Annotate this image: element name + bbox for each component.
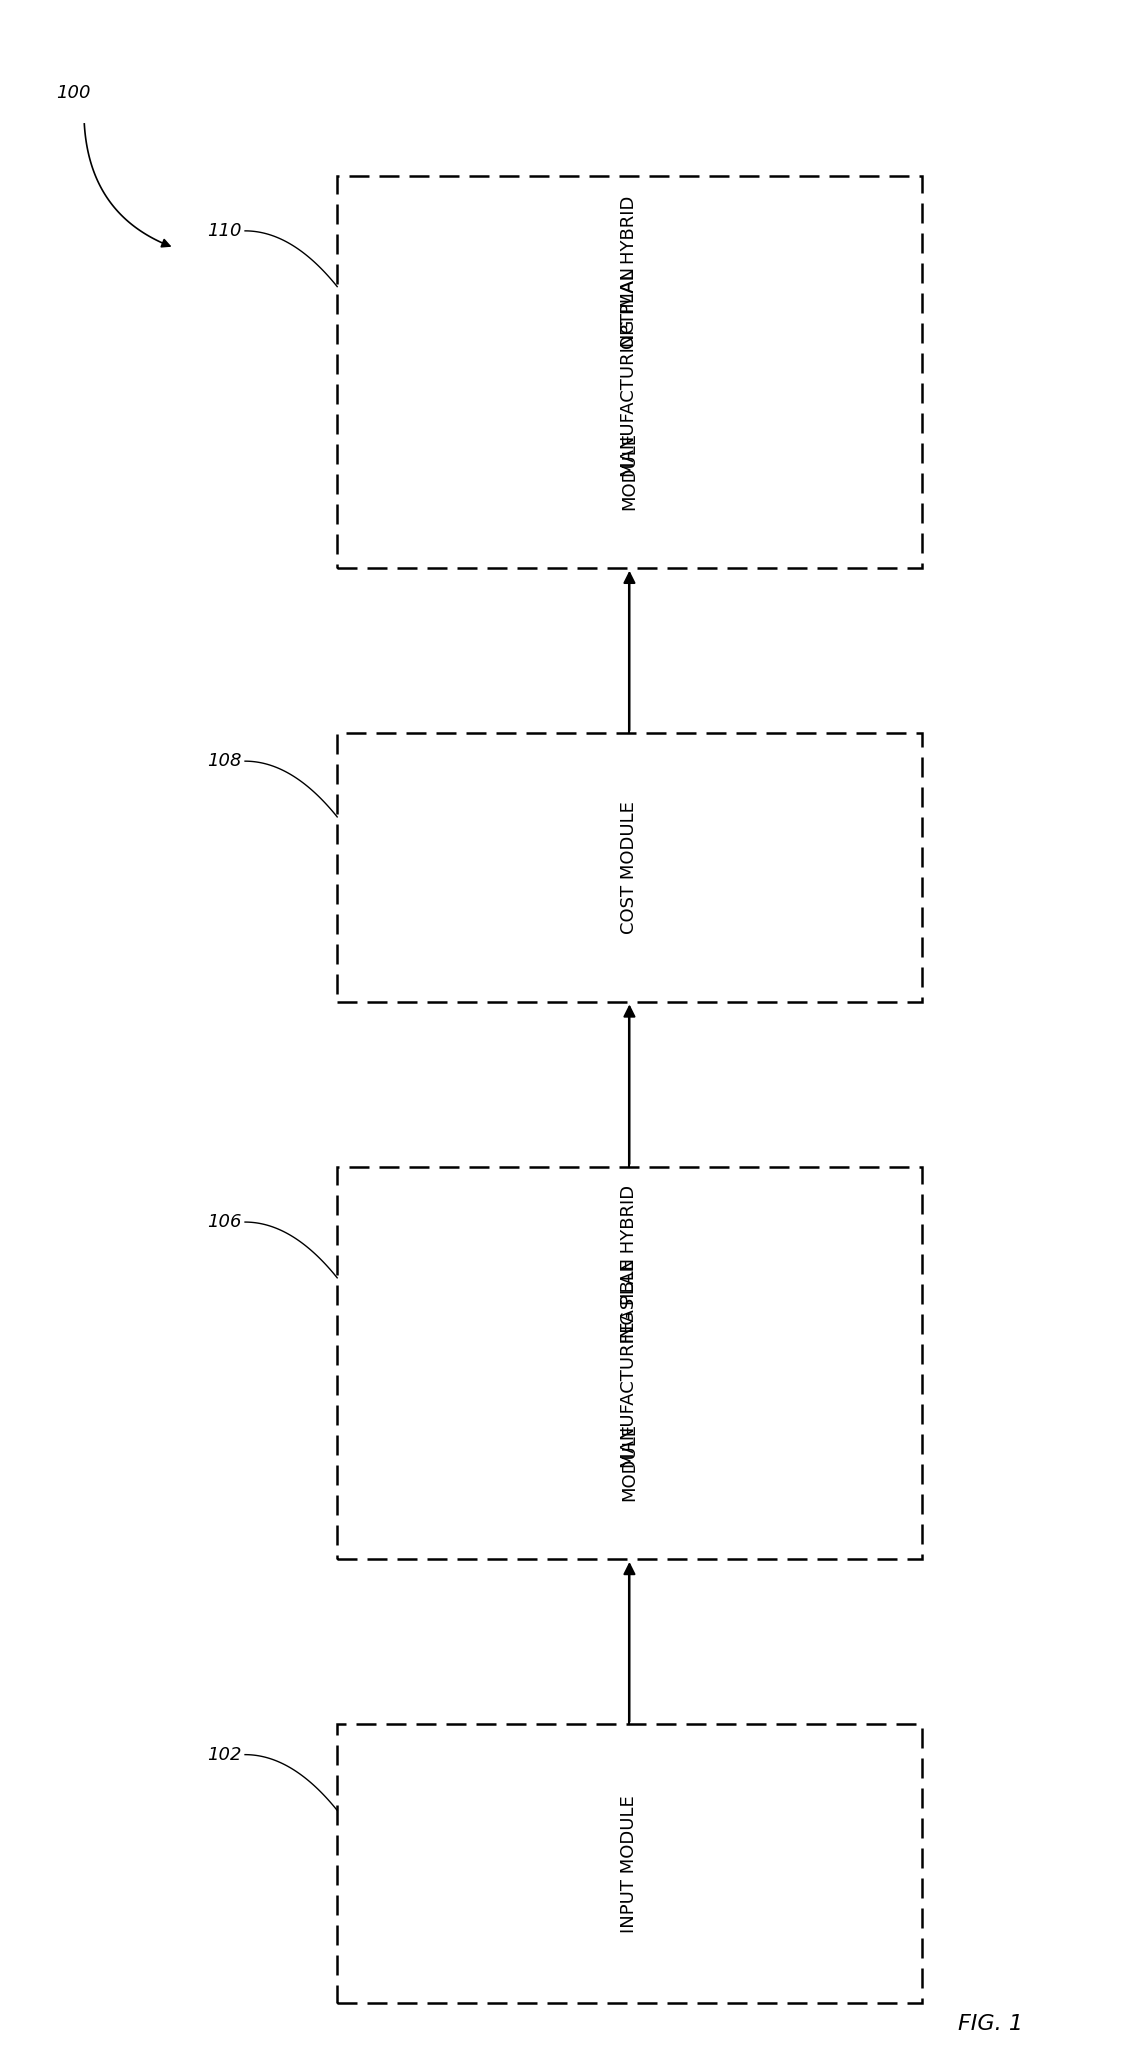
Text: MANUFACTURING PLAN: MANUFACTURING PLAN (620, 266, 638, 477)
Text: MANUFACTURING PLAN: MANUFACTURING PLAN (620, 1258, 638, 1468)
Text: MODULE: MODULE (620, 432, 638, 510)
Bar (337, 1167, 922, 1559)
Text: MODULE: MODULE (620, 1423, 638, 1501)
Bar (337, 176, 922, 568)
Text: COST MODULE: COST MODULE (620, 801, 638, 933)
Text: FIG. 1: FIG. 1 (958, 2013, 1023, 2034)
Bar (337, 1724, 922, 2003)
Text: FEASIBLE HYBRID: FEASIBLE HYBRID (620, 1185, 638, 1342)
Text: OPTIMAL HYBRID: OPTIMAL HYBRID (620, 196, 638, 349)
Text: 106: 106 (207, 1212, 242, 1231)
Text: 100: 100 (56, 85, 91, 101)
Bar (337, 733, 922, 1002)
Text: 102: 102 (207, 1745, 242, 1764)
Text: 110: 110 (207, 221, 242, 240)
Text: 108: 108 (207, 752, 242, 770)
Text: INPUT MODULE: INPUT MODULE (620, 1794, 638, 1933)
